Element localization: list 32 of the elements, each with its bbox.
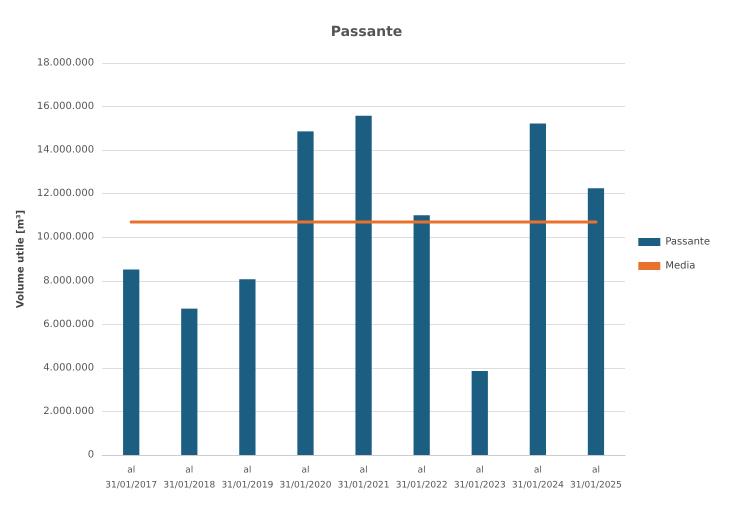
y-axis-title: Volume utile [m³] [16,210,26,308]
legend-label: Passante [665,236,710,248]
x-tick-label: al 31/01/2022 [396,466,448,490]
chart-title: Passante [330,24,402,40]
bar [297,131,314,455]
bar [123,269,140,455]
y-tick-label: 12.000.000 [36,188,94,200]
x-tick-label: al 31/01/2017 [105,466,158,490]
x-tick-label: al 31/01/2020 [280,466,332,490]
x-tick-label: al 31/01/2024 [512,466,564,490]
y-tick-label: 6.000.000 [43,318,94,330]
y-tick-label: 10.000.000 [36,232,94,243]
bar [414,215,430,455]
y-tick-label: 0 [88,450,94,460]
y-tick-label: 16.000.000 [36,101,94,112]
x-tick-label: al 31/01/2019 [221,466,274,490]
legend-label: Media [665,260,696,272]
y-tick-label: 18.000.000 [36,58,94,68]
bar [588,188,604,455]
y-tick-label: 8.000.000 [43,275,94,286]
bar [530,124,546,455]
bar [355,116,372,455]
y-tick-label: 14.000.000 [36,144,94,156]
bar [239,279,256,455]
x-tick-label: al 31/01/2018 [163,466,216,490]
y-tick-label: 4.000.000 [43,362,94,374]
x-tick-label: al 31/01/2021 [338,466,390,490]
bar [181,308,198,455]
y-tick-label: 2.000.000 [43,406,94,417]
x-tick-label: al 31/01/2025 [570,466,622,490]
bar [472,370,488,455]
x-tick-label: al 31/01/2023 [454,466,506,490]
